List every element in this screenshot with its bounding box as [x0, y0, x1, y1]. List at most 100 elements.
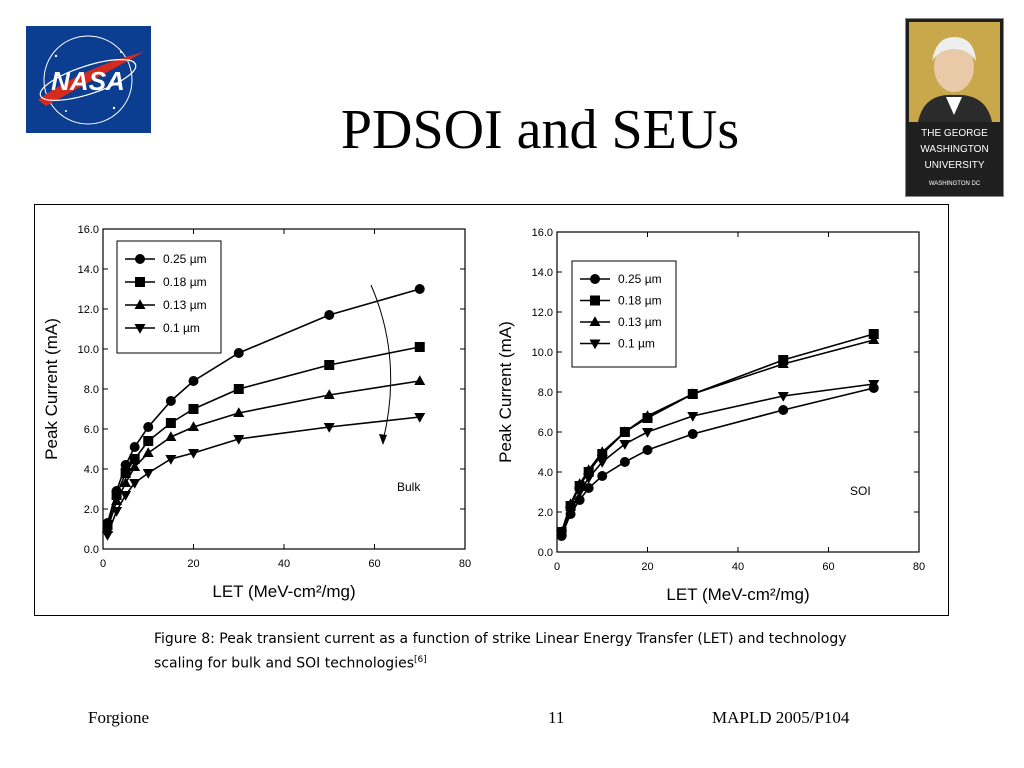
legend-marker: [589, 339, 601, 350]
footer-author: Forgione: [88, 708, 150, 727]
legend-box: [571, 260, 677, 368]
data-point-0: [619, 457, 630, 467]
data-point-3: [165, 455, 177, 465]
x-axis-label: LET (MeV-cm²/mg): [666, 585, 809, 604]
legend-label: 0.1 µm: [618, 337, 655, 351]
series-line-2: [106, 380, 420, 530]
y-tick-label: 4.0: [538, 467, 553, 479]
legend-label: 0.18 µm: [163, 275, 207, 289]
series-line-3: [106, 416, 420, 536]
data-point-2: [414, 375, 426, 385]
data-point-1: [188, 404, 199, 414]
x-tick-label: 0: [554, 561, 560, 573]
x-tick-label: 40: [732, 561, 744, 573]
gwu-logo-graphic: THE GEORGE WASHINGTON UNIVERSITY WASHING…: [906, 19, 1003, 196]
data-point-2: [777, 358, 789, 368]
data-point-3: [323, 423, 335, 433]
scaling-arrow-head: [379, 434, 387, 445]
y-tick-label: 10.0: [78, 344, 99, 356]
y-axis-label: Peak Current (mA): [496, 321, 515, 463]
data-point-3: [642, 428, 653, 438]
legend-marker: [590, 274, 600, 284]
y-tick-label: 0.0: [84, 544, 99, 556]
data-point-3: [233, 435, 245, 445]
x-tick-label: 20: [641, 561, 653, 573]
data-point-3: [111, 507, 123, 517]
legend-label: 0.13 µm: [163, 298, 207, 312]
data-point-1: [233, 384, 244, 394]
legend-marker: [135, 254, 145, 264]
legend-label: 0.25 µm: [163, 252, 207, 266]
data-point-1: [120, 468, 131, 478]
y-tick-label: 2.0: [84, 504, 99, 516]
caption-reference: [6]: [414, 655, 427, 665]
data-point-2: [574, 478, 586, 488]
data-point-2: [619, 426, 631, 436]
y-tick-label: 16.0: [532, 227, 553, 239]
x-tick-label: 20: [187, 558, 199, 570]
figure-box: 0.0 2.0 4.0 6.0 8.0 10.0 12.0 14.0 16.0 0 20 40 60 80…: [34, 204, 949, 616]
y-tick-label: 12.0: [532, 307, 553, 319]
data-point-0: [143, 422, 154, 432]
legend-marker: [134, 299, 146, 309]
data-point-3: [129, 479, 141, 489]
footer-page-number: 11: [548, 708, 565, 727]
data-point-1: [868, 329, 879, 339]
legend-marker: [589, 316, 601, 326]
data-point-3: [556, 530, 568, 540]
legend-label: 0.25 µm: [618, 272, 662, 286]
data-point-1: [324, 360, 335, 370]
footer-conference: MAPLD 2005/P104: [712, 708, 850, 727]
legend-marker: [134, 324, 146, 334]
y-tick-label: 14.0: [78, 264, 99, 276]
data-point-3: [868, 380, 880, 390]
data-point-1: [414, 342, 425, 352]
legend-marker: [135, 277, 145, 287]
y-tick-label: 8.0: [538, 387, 553, 399]
data-point-1: [111, 490, 122, 500]
data-point-2: [188, 421, 199, 431]
chart-soi: 0.0 2.0 4.0 6.0 8.0 10.0 12.0 14.0 16.0 0 20 40 60 80…: [496, 227, 925, 604]
y-tick-label: 16.0: [78, 224, 99, 236]
slide-title: PDSOI and SEUs: [340, 99, 740, 161]
x-tick-label: 80: [913, 561, 925, 573]
figure-caption: Figure 8: Peak transient current as a fu…: [154, 629, 874, 675]
caption-text: Figure 8: Peak transient current as a fu…: [154, 631, 847, 672]
gwu-logo-line-1: THE GEORGE: [921, 128, 988, 139]
legend-label: 0.13 µm: [618, 315, 662, 329]
charts-svg: 0.0 2.0 4.0 6.0 8.0 10.0 12.0 14.0 16.0 0 20 40 60 80…: [42, 224, 925, 604]
y-tick-label: 14.0: [532, 267, 553, 279]
nasa-logo-text: NASA: [51, 66, 125, 96]
data-point-2: [102, 523, 114, 533]
y-tick-label: 6.0: [84, 424, 99, 436]
data-point-3: [596, 458, 608, 468]
data-point-0: [642, 445, 653, 455]
y-tick-label: 2.0: [538, 507, 553, 519]
x-tick-label: 40: [278, 558, 290, 570]
legend-label: 0.1 µm: [163, 321, 200, 335]
data-point-3: [142, 469, 154, 479]
nasa-logo-graphic: NASA: [26, 26, 151, 133]
data-point-0: [414, 284, 425, 294]
y-tick-label: 6.0: [538, 427, 553, 439]
y-tick-label: 0.0: [538, 547, 553, 559]
series-line-2: [560, 339, 874, 533]
x-axis-label: LET (MeV-cm²/mg): [212, 582, 355, 601]
data-point-3: [574, 488, 586, 498]
y-axis-label: Peak Current (mA): [42, 318, 61, 460]
gwu-logo-line-2: WASHINGTON: [920, 144, 988, 155]
data-point-0: [583, 483, 594, 493]
data-point-3: [188, 449, 199, 459]
data-point-1: [129, 454, 140, 464]
x-tick-label: 60: [822, 561, 834, 573]
data-point-0: [165, 396, 176, 406]
data-point-0: [233, 348, 244, 358]
gwu-logo-line-3: UNIVERSITY: [924, 160, 984, 171]
chart-annotation: SOI: [850, 484, 871, 498]
data-point-2: [142, 447, 154, 457]
data-point-0: [778, 405, 789, 415]
data-point-2: [868, 334, 880, 344]
data-point-2: [323, 389, 335, 399]
data-point-2: [120, 477, 132, 487]
data-point-0: [324, 310, 335, 320]
